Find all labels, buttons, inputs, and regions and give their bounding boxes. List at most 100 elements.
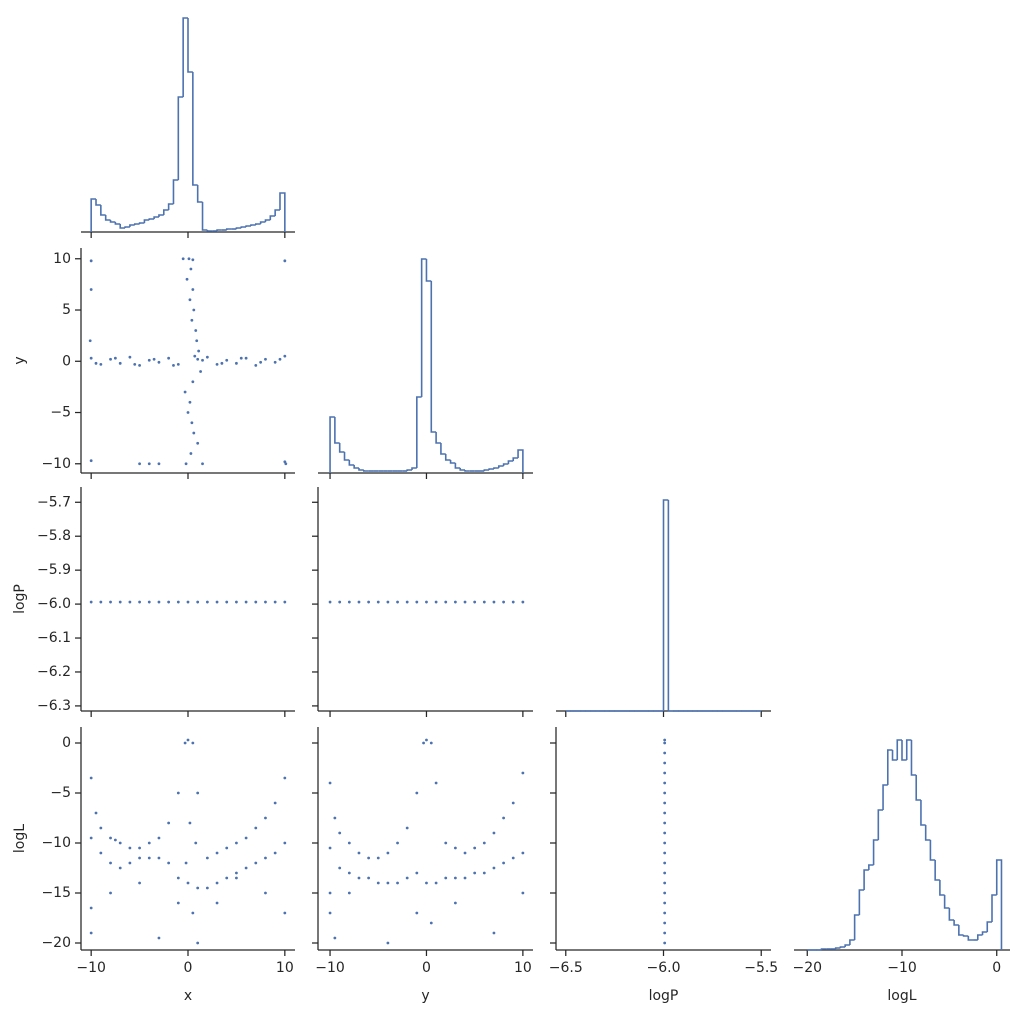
histogram-bin	[358, 468, 364, 471]
histogram-bin	[114, 222, 121, 225]
scatter-point	[235, 361, 238, 365]
scatter-point	[89, 906, 93, 910]
histogram-bin	[853, 914, 860, 940]
scatter-point	[283, 841, 287, 845]
scatter-point	[186, 411, 190, 414]
scatter-point	[492, 831, 496, 835]
histogram-bin	[353, 465, 359, 469]
scatter-point	[138, 363, 141, 367]
scatter-point	[386, 600, 390, 604]
scatter-point	[167, 861, 171, 865]
x-axis-label: y	[421, 988, 429, 1004]
scatter-point	[109, 836, 112, 840]
histogram-bin	[934, 860, 940, 881]
scatter-point	[118, 866, 122, 870]
scatter-point	[273, 360, 277, 364]
scatter-point	[502, 816, 505, 820]
histogram-bin	[976, 934, 983, 940]
scatter-point	[195, 339, 199, 343]
scatter-point	[422, 741, 425, 745]
scatter-point	[264, 816, 267, 820]
histogram-bin	[440, 443, 446, 455]
histogram-bin	[896, 739, 902, 760]
scatter-point	[89, 776, 93, 780]
y-tick-label: −6.0	[37, 596, 71, 612]
scatter-point	[89, 259, 93, 263]
scatter-point	[521, 771, 525, 775]
scatter-point	[273, 851, 277, 855]
scatter-point	[444, 876, 448, 880]
histogram-bin	[95, 199, 101, 206]
scatter-point	[196, 441, 200, 445]
scatter-point	[492, 866, 496, 870]
scatter-point	[205, 856, 209, 860]
scatter-point	[188, 400, 192, 404]
scatter-point	[157, 462, 161, 466]
histogram-bin	[430, 281, 437, 433]
scatter-point	[415, 871, 419, 875]
scatter-point	[187, 257, 191, 261]
scatter-point	[201, 462, 204, 466]
scatter-point	[185, 277, 189, 281]
scatter-point	[157, 600, 161, 604]
histogram-bin	[820, 948, 827, 950]
scatter-point	[386, 941, 390, 945]
histogram-bin	[939, 880, 945, 896]
histogram-bin	[279, 192, 286, 232]
histogram-bin	[329, 416, 335, 473]
histogram-bin	[362, 470, 369, 472]
histogram-bin	[343, 452, 350, 461]
histogram-bin	[148, 218, 155, 220]
scatter-point	[196, 791, 200, 795]
scatter-point	[239, 356, 243, 360]
scatter-point	[183, 390, 187, 394]
y-axis-label: y	[12, 356, 28, 364]
scatter-point	[244, 356, 248, 360]
scatter-point	[89, 459, 93, 463]
scatter-point	[425, 881, 428, 885]
histogram-bin	[235, 227, 242, 229]
scatter-point	[157, 360, 161, 364]
scatter-point	[264, 891, 267, 895]
scatter-point	[511, 600, 515, 604]
x-tick-label: 0	[992, 960, 1001, 976]
scatter-point	[138, 881, 141, 885]
histogram-bin	[483, 469, 490, 471]
scatter-point	[463, 600, 467, 604]
scatter-point	[521, 891, 525, 895]
histogram-bin	[225, 228, 232, 230]
scatter-point	[194, 329, 198, 332]
histogram-bin	[920, 800, 926, 826]
scatter-point	[453, 876, 457, 880]
histogram-bin	[953, 920, 959, 926]
scatter-point	[199, 370, 202, 373]
y-tick-label: −15	[41, 885, 71, 901]
histogram-bin	[274, 209, 280, 216]
scatter-point	[176, 362, 180, 366]
scatter-point	[376, 881, 380, 885]
histogram-bin	[667, 500, 674, 712]
y-tick-label: −6.1	[37, 630, 71, 646]
histogram-bin	[962, 935, 969, 937]
scatter-point	[254, 861, 258, 865]
scatter-point	[244, 600, 248, 604]
scatter-point	[386, 851, 390, 855]
scatter-point	[147, 600, 151, 604]
scatter-point	[244, 836, 248, 840]
scatter-point	[167, 600, 171, 604]
scatter-point	[663, 781, 667, 785]
scatter-point	[333, 936, 337, 940]
scatter-point	[235, 876, 238, 880]
scatter-point	[502, 600, 505, 604]
scatter-point	[663, 791, 667, 795]
histogram-bin	[924, 825, 931, 841]
scatter-point	[663, 841, 667, 845]
scatter-point	[415, 600, 419, 604]
scatter-point	[128, 600, 132, 604]
histogram-bin	[119, 224, 126, 229]
scatter-point	[138, 462, 141, 466]
scatter-point	[183, 741, 187, 745]
scatter-point	[89, 356, 93, 360]
histogram-bin	[967, 936, 974, 941]
y-tick-label: −5.8	[37, 528, 71, 544]
